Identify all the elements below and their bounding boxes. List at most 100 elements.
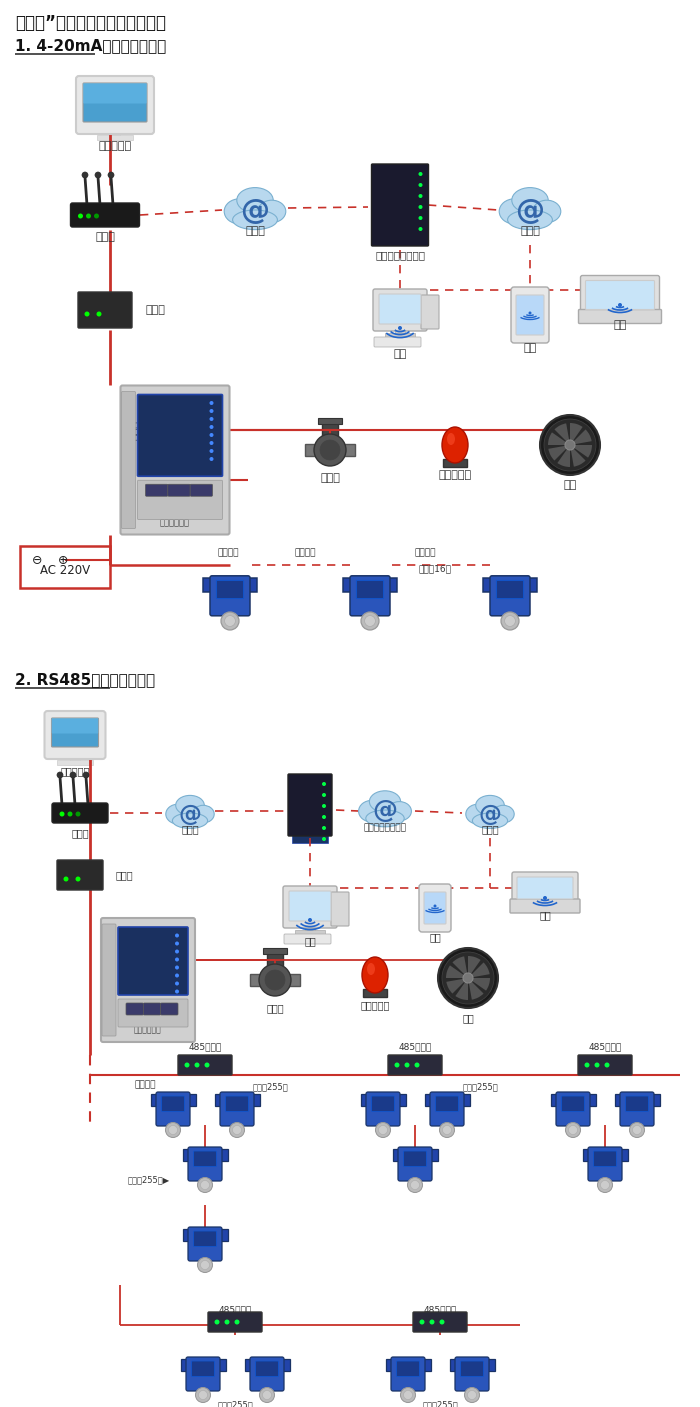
Circle shape (433, 905, 437, 908)
Circle shape (175, 950, 179, 954)
Bar (230, 1099, 244, 1102)
Text: 手机: 手机 (429, 931, 441, 943)
Wedge shape (557, 445, 570, 467)
Wedge shape (468, 978, 490, 991)
Circle shape (400, 1387, 416, 1403)
Circle shape (322, 803, 326, 808)
FancyBboxPatch shape (556, 1092, 590, 1126)
FancyBboxPatch shape (391, 1356, 425, 1392)
Bar (143, 440, 218, 446)
Circle shape (199, 1390, 207, 1400)
Text: 可连接255台▶: 可连接255台▶ (128, 1175, 170, 1185)
Bar (83, 298, 93, 305)
Circle shape (78, 214, 83, 218)
Bar (70, 753, 80, 761)
Circle shape (419, 194, 423, 198)
FancyBboxPatch shape (594, 1151, 617, 1166)
FancyBboxPatch shape (366, 1092, 400, 1126)
FancyBboxPatch shape (45, 711, 106, 758)
Circle shape (195, 1387, 211, 1403)
Ellipse shape (442, 426, 468, 463)
Bar (360, 1095, 405, 1106)
FancyBboxPatch shape (373, 288, 427, 331)
FancyBboxPatch shape (620, 1092, 654, 1126)
FancyBboxPatch shape (186, 1356, 220, 1392)
FancyBboxPatch shape (101, 917, 195, 1043)
Bar (550, 1095, 596, 1106)
Circle shape (108, 172, 114, 179)
Circle shape (70, 772, 76, 778)
Text: 转换器: 转换器 (145, 305, 165, 315)
Ellipse shape (358, 801, 385, 822)
Text: 2. RS485信号连接系统图: 2. RS485信号连接系统图 (15, 673, 155, 687)
FancyBboxPatch shape (250, 1356, 284, 1392)
Text: @: @ (178, 802, 202, 826)
FancyBboxPatch shape (137, 394, 223, 476)
Bar (195, 1372, 211, 1375)
Bar (143, 449, 218, 453)
Text: AC 220V: AC 220V (40, 564, 90, 577)
FancyBboxPatch shape (220, 1092, 254, 1126)
Bar (111, 298, 121, 305)
Circle shape (322, 826, 326, 830)
Text: 互联网: 互联网 (181, 825, 199, 834)
Text: 安帕尔网络服务器: 安帕尔网络服务器 (375, 250, 425, 260)
Bar (97, 298, 107, 305)
FancyBboxPatch shape (146, 484, 168, 497)
FancyBboxPatch shape (379, 294, 421, 324)
FancyBboxPatch shape (626, 1096, 648, 1112)
Circle shape (601, 1180, 610, 1189)
Bar (570, 1123, 575, 1131)
Bar (322, 422, 338, 438)
Bar (566, 1103, 580, 1106)
Bar (375, 191, 424, 200)
Bar (143, 425, 218, 429)
Bar (443, 459, 467, 467)
Circle shape (440, 1320, 444, 1324)
FancyBboxPatch shape (137, 480, 223, 519)
Ellipse shape (232, 210, 277, 229)
Circle shape (76, 812, 80, 816)
Text: 485中继器: 485中继器 (424, 1306, 456, 1314)
Bar (244, 1359, 290, 1370)
Text: 互联网: 互联网 (520, 227, 540, 236)
Bar (629, 1099, 645, 1102)
Circle shape (442, 953, 494, 1005)
Text: @: @ (515, 197, 545, 225)
FancyBboxPatch shape (517, 877, 573, 899)
Bar (440, 1103, 454, 1106)
Bar (483, 578, 537, 592)
Ellipse shape (512, 187, 548, 212)
Circle shape (200, 1261, 209, 1269)
Text: 终端: 终端 (613, 321, 626, 331)
Bar (305, 445, 355, 456)
FancyBboxPatch shape (288, 774, 332, 836)
FancyBboxPatch shape (71, 203, 139, 227)
Ellipse shape (499, 198, 530, 224)
Circle shape (85, 311, 90, 317)
Circle shape (195, 1062, 200, 1068)
Circle shape (97, 311, 102, 317)
Circle shape (407, 1178, 423, 1193)
FancyBboxPatch shape (168, 484, 190, 497)
Circle shape (314, 433, 346, 466)
Circle shape (505, 616, 515, 626)
Bar (228, 612, 232, 623)
Bar (195, 1368, 211, 1370)
Circle shape (633, 1126, 641, 1134)
Bar (123, 957, 183, 962)
Circle shape (169, 1126, 178, 1134)
Text: 信号输出: 信号输出 (217, 549, 239, 557)
Bar (343, 578, 397, 592)
Ellipse shape (508, 210, 552, 229)
Circle shape (209, 433, 214, 438)
Bar (143, 401, 218, 405)
FancyBboxPatch shape (225, 1096, 248, 1112)
Bar (292, 779, 328, 788)
Bar (292, 813, 328, 822)
Text: 手机: 手机 (524, 343, 537, 353)
Bar (566, 1099, 580, 1102)
Circle shape (565, 440, 575, 450)
FancyBboxPatch shape (118, 927, 188, 995)
Circle shape (568, 1126, 578, 1134)
